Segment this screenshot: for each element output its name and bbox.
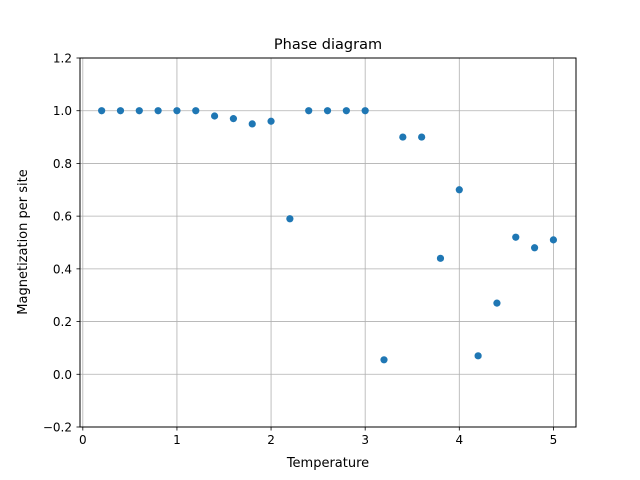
y-tick-label: −0.2	[43, 421, 72, 435]
y-tick-label: 0.6	[53, 210, 72, 224]
data-point	[192, 107, 200, 115]
x-axis-ticks: 0 1 2 3 4 5	[79, 427, 557, 447]
data-point	[474, 352, 482, 360]
data-point	[267, 117, 275, 125]
data-point	[116, 107, 125, 115]
y-tick-label: 0.8	[53, 157, 72, 171]
data-points	[98, 107, 558, 364]
y-tick-label: 1.0	[53, 104, 72, 118]
x-tick-label: 0	[79, 433, 87, 447]
x-tick-label: 1	[173, 433, 181, 447]
data-point	[286, 215, 294, 223]
x-axis-label: Temperature	[286, 456, 369, 471]
data-point	[210, 112, 219, 120]
plot-frame	[79, 57, 577, 428]
data-point	[436, 254, 445, 262]
y-axis-ticks: −0.2 0.0 0.2 0.4 0.6 0.8 1.0 1.2	[43, 52, 80, 435]
y-tick-label: 1.2	[53, 52, 72, 66]
data-point	[305, 107, 313, 115]
data-point	[399, 133, 407, 141]
x-tick-label: 4	[455, 433, 463, 447]
data-point	[361, 107, 369, 115]
y-axis-label: Magnetization per site	[16, 169, 31, 314]
data-point	[512, 233, 520, 241]
chart-title: Phase diagram	[274, 37, 382, 53]
data-point	[530, 244, 539, 252]
data-point	[154, 107, 162, 115]
data-point	[229, 115, 238, 123]
data-point	[248, 120, 256, 128]
data-point	[323, 107, 332, 115]
y-tick-label: 0.0	[53, 368, 72, 382]
data-point	[418, 133, 426, 141]
data-point	[98, 107, 106, 115]
x-tick-label: 2	[267, 433, 275, 447]
data-point	[549, 236, 558, 244]
y-tick-label: 0.2	[53, 315, 72, 329]
data-point	[493, 299, 501, 307]
data-point	[342, 107, 350, 115]
data-point	[455, 186, 463, 194]
x-tick-label: 3	[361, 433, 369, 447]
data-point	[380, 356, 388, 364]
x-tick-label: 5	[550, 433, 558, 447]
y-tick-label: 0.4	[53, 262, 72, 276]
data-point	[173, 107, 181, 115]
data-point	[135, 107, 143, 115]
